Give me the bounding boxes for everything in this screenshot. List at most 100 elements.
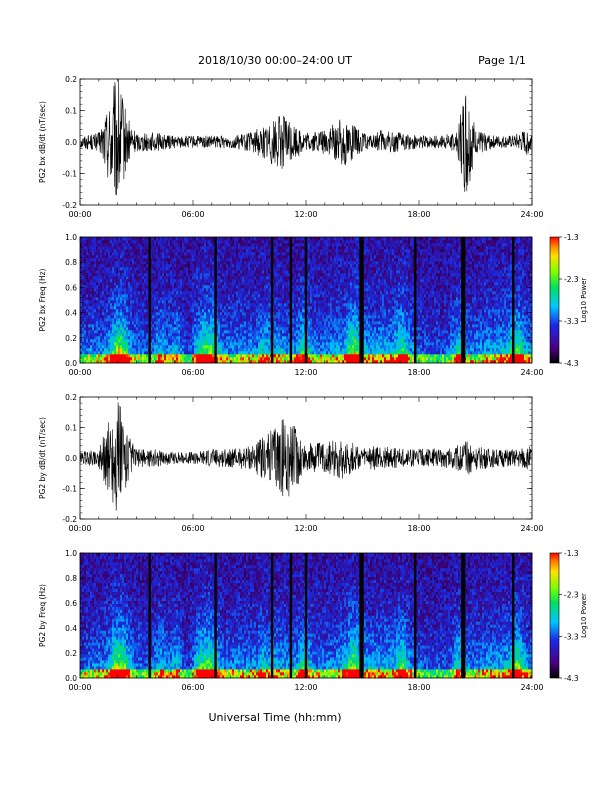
spectrogram-cell [120, 351, 123, 355]
spectrogram-cell [126, 273, 129, 277]
spectrogram-cell [280, 267, 283, 271]
spectrogram-cell [120, 249, 123, 253]
spectrogram-cell [300, 330, 303, 334]
spectrogram-cell [164, 264, 167, 268]
spectrogram-cell [166, 264, 169, 268]
spectrogram-cell [216, 273, 219, 277]
spectrogram-cell [166, 342, 169, 346]
spectrogram-cell [282, 252, 285, 256]
spectrogram-cell [84, 360, 87, 364]
spectrogram-cell [166, 357, 169, 361]
spectrogram-cell [136, 279, 139, 283]
spectrogram-cell [194, 333, 197, 337]
spectrogram-cell [130, 360, 133, 364]
spectrogram-cell [124, 354, 127, 358]
spectrogram-cell [80, 351, 83, 355]
spectrogram-cell [132, 348, 135, 352]
spectrogram-cell [206, 240, 209, 244]
spectrogram-cell [296, 294, 299, 298]
spectrogram-cell [174, 348, 177, 352]
spectrogram-cell [94, 333, 97, 337]
spectrogram-cell [236, 240, 239, 244]
spectrogram-cell [252, 357, 255, 361]
spectrogram-cell [212, 345, 215, 349]
spectrogram-cell [164, 258, 167, 262]
spectrogram-cell [152, 348, 155, 352]
spectrogram-cell [136, 297, 139, 301]
spectrogram-cell [116, 354, 119, 358]
spectrogram-cell [234, 357, 237, 361]
spectrogram-cell [90, 285, 93, 289]
spectrogram-cell [244, 336, 247, 340]
spectrogram-cell [278, 240, 281, 244]
spectrogram-cell [262, 333, 265, 337]
spectrogram-cell [184, 312, 187, 316]
spectrogram-cell [168, 258, 171, 262]
spectrogram-cell [204, 306, 207, 310]
spectrogram-cell [206, 318, 209, 322]
spectrogram-cell [258, 270, 261, 274]
spectrogram-cell [238, 273, 241, 277]
spectrogram-cell [162, 312, 165, 316]
spectrogram-cell [82, 261, 85, 265]
spectrogram-cell [198, 252, 201, 256]
spectrogram-cell [174, 246, 177, 250]
spectrogram-cell [168, 345, 171, 349]
spectrogram-cell [170, 264, 173, 268]
spectrogram-cell [238, 345, 241, 349]
spectrogram-cell [136, 327, 139, 331]
spectrogram-cell [130, 294, 133, 298]
spectrogram-cell [234, 348, 237, 352]
spectrogram-cell [224, 285, 227, 289]
spectrogram-cell [254, 255, 257, 259]
spectrogram-cell [226, 294, 229, 298]
spectrogram-cell [254, 252, 257, 256]
spectrogram-cell [146, 333, 149, 337]
spectrogram-cell [104, 336, 107, 340]
spectrogram-cell [224, 333, 227, 337]
spectrogram-cell [152, 297, 155, 301]
spectrogram-cell [166, 330, 169, 334]
spectrogram-cell [114, 297, 117, 301]
spectrogram-cell [164, 255, 167, 259]
spectrogram-cell [294, 321, 297, 325]
spectrogram-cell [196, 288, 199, 292]
spectrogram-cell [208, 276, 211, 280]
spectrogram-cell [276, 351, 279, 355]
spectrogram-cell [298, 276, 301, 280]
spectrogram-cell [284, 255, 287, 259]
spectrogram-cell [240, 360, 243, 364]
spectrogram-cell [250, 354, 253, 358]
spectrogram-cell [186, 264, 189, 268]
spectrogram-cell [292, 324, 295, 328]
spectrogram-cell [156, 294, 159, 298]
spectrogram-cell [228, 321, 231, 325]
spectrogram-cell [116, 315, 119, 319]
spectrogram-cell [286, 273, 289, 277]
spectrogram-cell [210, 336, 213, 340]
spectrogram-cell [206, 279, 209, 283]
spectrogram-cell [104, 297, 107, 301]
spectrogram-cell [268, 354, 271, 358]
spectrogram-cell [150, 282, 153, 286]
spectrogram-cell [210, 345, 213, 349]
spectrogram-cell [128, 303, 131, 307]
spectrogram-cell [178, 252, 181, 256]
spectrogram-cell [194, 255, 197, 259]
spectrogram-cell [98, 264, 101, 268]
spectrogram-cell [132, 327, 135, 331]
spectrogram-cell [204, 243, 207, 247]
spectrogram-cell [98, 267, 101, 271]
spectrogram-cell [258, 243, 261, 247]
spectrogram-cell [242, 252, 245, 256]
spectrogram-cell [198, 354, 201, 358]
spectrogram-cell [234, 306, 237, 310]
spectrogram-cell [110, 318, 113, 322]
spectrogram-cell [286, 339, 289, 343]
spectrogram-cell [256, 237, 259, 241]
spectrogram-cell [240, 282, 243, 286]
spectrogram-cell [134, 246, 137, 250]
spectrogram-cell [190, 285, 193, 289]
spectrogram-cell [200, 294, 203, 298]
spectrogram-cell [218, 357, 221, 361]
